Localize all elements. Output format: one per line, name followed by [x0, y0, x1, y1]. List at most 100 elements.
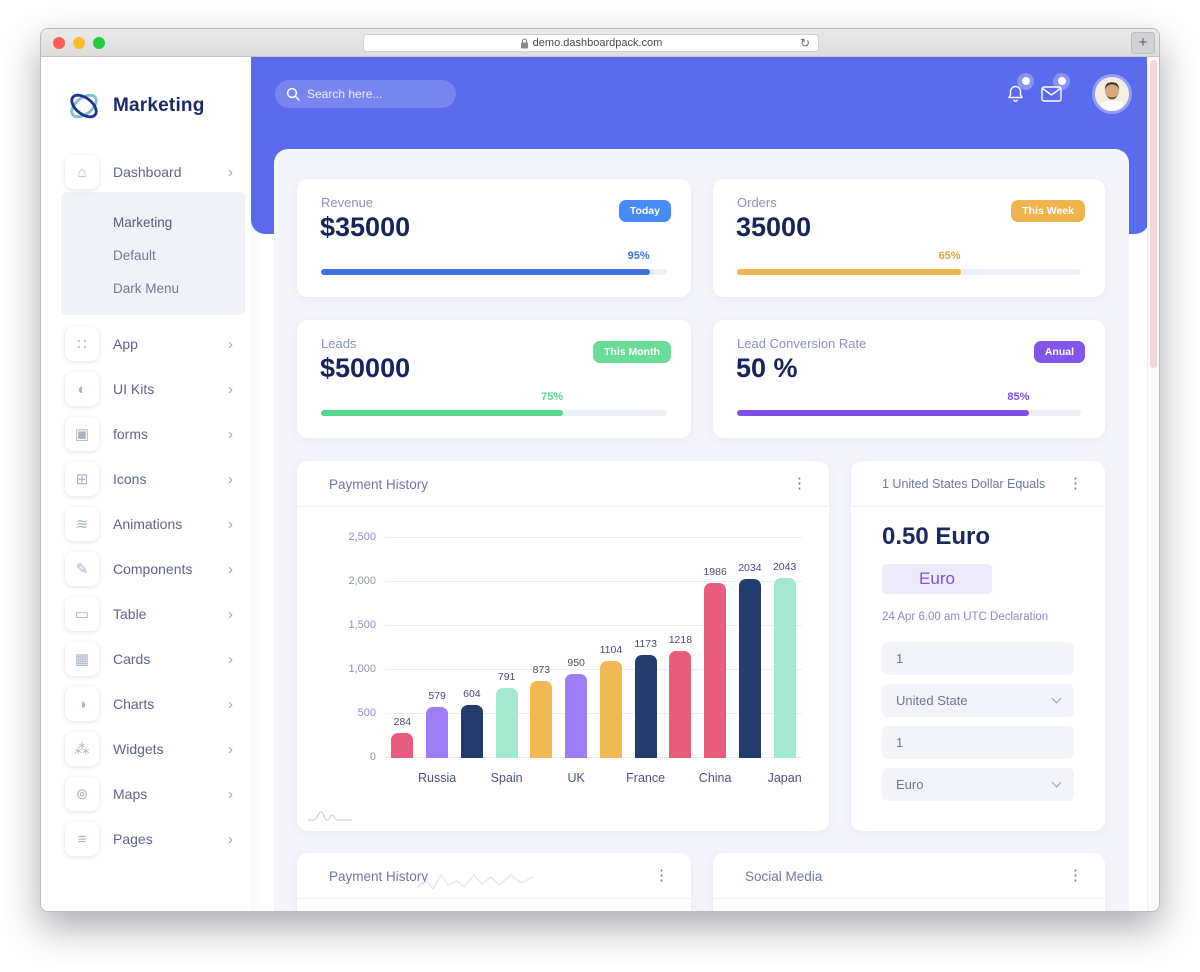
bar-2034[interactable]: 2034	[738, 562, 762, 758]
sidebar-item-app[interactable]: ∷ App ›	[65, 327, 237, 361]
address-bar[interactable]: demo.dashboardpack.com ↻	[363, 34, 819, 52]
payment-history-bottom-card: Payment History ⋮	[297, 853, 691, 911]
card-title: 1 United States Dollar Equals	[882, 477, 1046, 491]
progress-track	[737, 269, 1081, 275]
bar-1218[interactable]: 1218	[669, 634, 692, 758]
user-avatar[interactable]	[1095, 77, 1129, 111]
ui-kits-icon: ◐	[65, 372, 99, 406]
stat-card-revenue: Revenue $35000 Today 95%	[297, 179, 691, 297]
forms-icon: ▣	[65, 417, 99, 451]
browser-scrollbar[interactable]	[1147, 57, 1159, 911]
x-axis-label-uk: UK	[567, 771, 585, 785]
bar-value-label: 791	[497, 671, 516, 683]
stat-value: 35000	[736, 212, 812, 242]
search-icon	[286, 87, 300, 101]
sidebar-item-widgets[interactable]: ⁂ Widgets ›	[65, 732, 237, 766]
lock-icon	[520, 37, 528, 48]
sidebar-item-maps[interactable]: ⊚ Maps ›	[65, 777, 237, 811]
bar-slot: 1218	[663, 634, 698, 758]
progress-fill	[321, 269, 650, 275]
bar-series: 284 579 604 791 873 950 1104 1173 1218 1986 2034 20…	[385, 538, 802, 758]
kebab-menu-icon[interactable]: ⋮	[1068, 867, 1083, 884]
sidebar-item-table[interactable]: ▭ Table ›	[65, 597, 237, 631]
sidebar-subitem-default[interactable]: Default	[113, 248, 156, 263]
progress-track	[321, 410, 667, 416]
messages-button[interactable]	[1036, 73, 1070, 109]
browser-titlebar: demo.dashboardpack.com ↻ +	[41, 29, 1159, 57]
bar-579[interactable]: 579	[426, 690, 449, 758]
bar-chart: 0 500 1,000 1,500 2,000 2,500 284 579 604 791 873 9…	[348, 531, 802, 763]
bar-value-label: 1218	[668, 634, 693, 646]
scrollbar-thumb[interactable]	[1150, 60, 1157, 368]
sidebar-item-forms[interactable]: ▣ forms ›	[65, 417, 237, 451]
sidebar-item-dashboard[interactable]: ⌂ Dashboard ›	[65, 155, 237, 189]
minimize-window-button[interactable]	[73, 37, 85, 49]
stat-period-badge[interactable]: Anual	[1033, 341, 1085, 363]
stat-percent-label: 65%	[938, 250, 961, 262]
sidebar-item-components[interactable]: ✎ Components ›	[65, 552, 237, 586]
sidebar-item-icons[interactable]: ⊞ Icons ›	[65, 462, 237, 496]
sidebar-item-cards[interactable]: ▦ Cards ›	[65, 642, 237, 676]
stat-card-orders: Orders 35000 This Week 65%	[713, 179, 1105, 297]
search-bar[interactable]	[275, 80, 456, 108]
sidebar-item-label: Maps	[113, 786, 148, 802]
currency-euro-button[interactable]: Euro	[882, 564, 992, 594]
bar-791[interactable]: 791	[495, 671, 518, 758]
x-axis-label-russia: Russia	[418, 771, 457, 785]
bar-slot: 579	[420, 690, 455, 758]
sidebar-item-label: UI Kits	[113, 381, 155, 397]
table-icon: ▭	[65, 597, 99, 631]
kebab-menu-icon[interactable]: ⋮	[1068, 475, 1083, 492]
chart-gridline: 2,000	[348, 575, 802, 587]
sidebar-item-pages[interactable]: ≡ Pages ›	[65, 822, 237, 856]
chevron-right-icon: ›	[228, 335, 233, 353]
bar-1104[interactable]: 1104	[600, 644, 622, 758]
bar-value-label: 873	[532, 664, 551, 676]
brand-logo[interactable]: Marketing	[41, 57, 251, 149]
stat-period-badge[interactable]: Today	[618, 200, 671, 222]
chevron-right-icon: ›	[228, 830, 233, 848]
sidebar-item-label: Icons	[113, 471, 147, 487]
close-window-button[interactable]	[53, 37, 65, 49]
kebab-menu-icon[interactable]: ⋮	[792, 475, 807, 492]
bar-284[interactable]: 284	[391, 716, 414, 758]
components-icon: ✎	[65, 552, 99, 586]
bar-1986[interactable]: 1986	[703, 566, 727, 758]
message-badge-dot	[1058, 77, 1066, 85]
sparkline-icon	[308, 811, 352, 821]
amount-to-input[interactable]: 1	[882, 726, 1074, 759]
exchange-rate-value: 0.50 Euro	[882, 523, 991, 550]
bar-873[interactable]: 873	[530, 664, 553, 758]
bar-2043[interactable]: 2043	[773, 561, 796, 758]
notifications-button[interactable]	[1000, 73, 1034, 109]
chevron-right-icon: ›	[228, 740, 233, 758]
progress-track	[737, 410, 1081, 416]
stat-title: Leads	[321, 336, 357, 351]
bar-950[interactable]: 950	[565, 657, 588, 758]
sidebar-item-charts[interactable]: ◑ Charts ›	[65, 687, 237, 721]
stat-percent-row: 75%	[321, 391, 667, 404]
new-tab-button[interactable]: +	[1131, 32, 1155, 54]
bar-chart-x-labels: Russia Spain UK France China Japan	[385, 771, 802, 787]
amount-from-input[interactable]: 1	[882, 642, 1074, 675]
sidebar-subitem-dark-menu[interactable]: Dark Menu	[113, 281, 180, 296]
reload-icon[interactable]: ↻	[799, 36, 810, 50]
currency-from-select[interactable]: United State	[882, 684, 1074, 717]
x-axis-label-france: France	[626, 771, 666, 785]
search-input[interactable]	[307, 87, 437, 101]
currency-to-select[interactable]: Euro	[882, 768, 1074, 801]
sidebar-item-animations[interactable]: ≋ Animations ›	[65, 507, 237, 541]
progress-fill	[737, 269, 961, 275]
sidebar-item-ui-kits[interactable]: ◐ UI Kits ›	[65, 372, 237, 406]
sidebar-item-label: Animations	[113, 516, 183, 532]
stat-period-badge[interactable]: This Week	[1011, 200, 1085, 222]
kebab-menu-icon[interactable]: ⋮	[654, 867, 669, 884]
zoom-window-button[interactable]	[93, 37, 105, 49]
bar-604[interactable]: 604	[460, 688, 483, 758]
bar-1173[interactable]: 1173	[634, 638, 657, 758]
bar-value-label: 1104	[599, 644, 623, 656]
chevron-right-icon: ›	[228, 605, 233, 623]
amount-from-value: 1	[896, 651, 904, 666]
sidebar-subitem-marketing[interactable]: Marketing	[113, 215, 173, 230]
stat-period-badge[interactable]: This Month	[593, 341, 671, 363]
